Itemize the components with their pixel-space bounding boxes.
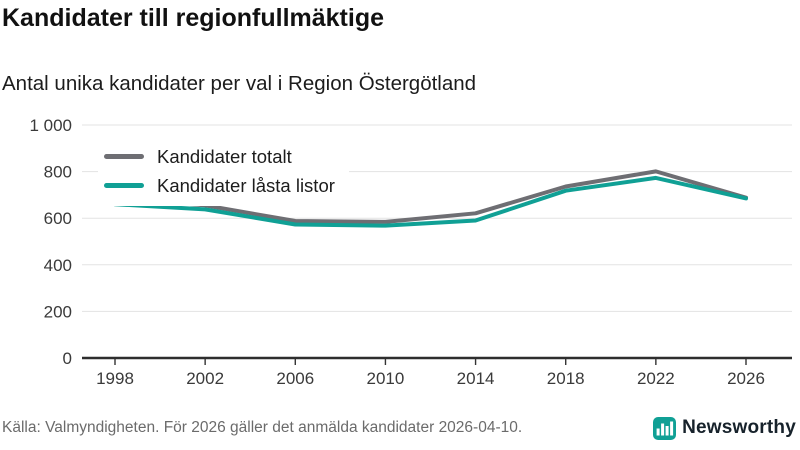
page-title: Kandidater till regionfullmäktige bbox=[2, 4, 384, 32]
svg-text:0: 0 bbox=[63, 349, 72, 368]
newsworthy-logo: Newsworthy bbox=[653, 416, 796, 440]
svg-text:600: 600 bbox=[44, 209, 72, 228]
footer: Källa: Valmyndigheten. För 2026 gäller d… bbox=[2, 412, 796, 444]
legend-swatch-locked-line bbox=[104, 183, 144, 188]
chart-subtitle: Antal unika kandidater per val i Region … bbox=[2, 72, 477, 95]
legend-swatch-total-line bbox=[104, 154, 144, 159]
svg-text:2014: 2014 bbox=[457, 369, 495, 388]
svg-text:2022: 2022 bbox=[637, 369, 675, 388]
legend-item-total: Kandidater totalt bbox=[104, 142, 335, 171]
svg-text:1 000: 1 000 bbox=[29, 116, 72, 135]
bar-chart-icon bbox=[653, 416, 677, 440]
newsworthy-wordmark: Newsworthy bbox=[682, 417, 796, 438]
legend-label: Kandidater totalt bbox=[157, 145, 292, 167]
svg-text:200: 200 bbox=[44, 302, 72, 321]
source-note: Källa: Valmyndigheten. För 2026 gäller d… bbox=[2, 419, 523, 436]
legend-item-locked-lists: Kandidater låsta listor bbox=[104, 171, 335, 200]
svg-text:2026: 2026 bbox=[727, 369, 765, 388]
svg-text:2002: 2002 bbox=[186, 369, 224, 388]
svg-text:2018: 2018 bbox=[547, 369, 585, 388]
svg-text:2010: 2010 bbox=[367, 369, 405, 388]
chart-legend: Kandidater totalt Kandidater låsta listo… bbox=[98, 138, 349, 206]
svg-text:800: 800 bbox=[44, 163, 72, 182]
legend-label: Kandidater låsta listor bbox=[157, 174, 335, 196]
svg-text:400: 400 bbox=[44, 256, 72, 275]
svg-text:1998: 1998 bbox=[96, 369, 134, 388]
svg-text:2006: 2006 bbox=[276, 369, 314, 388]
